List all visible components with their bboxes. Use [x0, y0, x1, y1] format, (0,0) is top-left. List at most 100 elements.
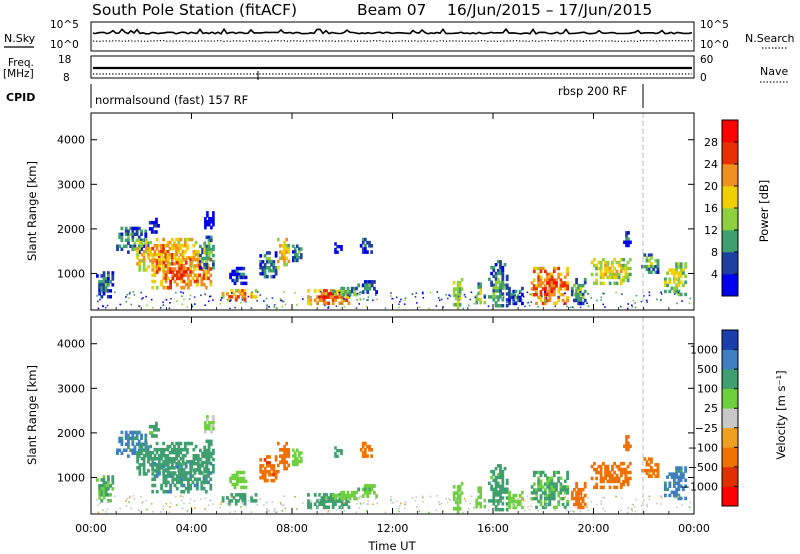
echo-cell: [205, 244, 209, 249]
echo-cell: [501, 280, 505, 284]
echo-cell: [178, 264, 181, 268]
colorbar-tick-label: −1000: [681, 480, 718, 493]
echo-cell: [281, 256, 284, 261]
scatter-speck: [160, 307, 162, 309]
echo-cell: [183, 441, 187, 446]
echo-cell: [102, 481, 106, 485]
echo-cell: [229, 476, 232, 481]
echo-cell: [107, 481, 110, 485]
echo-cell: [166, 480, 170, 485]
echo-cell: [645, 471, 649, 476]
freq-tick-bottom: 8: [63, 72, 70, 84]
scatter-speck: [265, 297, 268, 300]
echo-cell: [207, 253, 211, 258]
echo-cell: [100, 490, 104, 494]
echo-cell: [537, 488, 541, 492]
echo-cell: [166, 240, 170, 245]
echo-cell: [675, 472, 679, 476]
scatter-speck: [447, 297, 449, 300]
echo-cell: [456, 287, 460, 291]
scatter-speck: [188, 298, 191, 300]
scatter-speck: [362, 502, 365, 504]
colorbar-tick-label: 1000: [690, 344, 718, 357]
y-tick-label: 3000: [57, 382, 85, 395]
echo-cell: [177, 460, 181, 464]
echo-cell: [546, 494, 549, 498]
echo-cell: [521, 505, 524, 510]
echo-cell: [171, 267, 175, 271]
echo-cell: [499, 295, 502, 299]
echo-cell: [228, 502, 231, 506]
echo-cell: [102, 286, 106, 290]
echo-cell: [539, 479, 543, 483]
echo-cell: [263, 269, 267, 273]
echo-cell: [559, 281, 563, 285]
echo-cell: [177, 450, 181, 455]
scatter-speck: [194, 303, 196, 305]
echo-cell: [581, 499, 585, 504]
echo-cell: [555, 485, 558, 489]
echo-cell: [606, 275, 610, 280]
echo-cell: [140, 240, 144, 245]
scatter-speck: [281, 509, 284, 512]
echo-cell: [153, 257, 157, 262]
echo-cell: [508, 493, 511, 498]
echo-cell: [140, 243, 144, 248]
echo-cell: [345, 298, 349, 302]
scatter-speck: [242, 501, 244, 504]
colorbar-swatch: [722, 466, 738, 487]
echo-cell: [292, 459, 295, 464]
echo-cell: [272, 473, 276, 477]
echo-cell: [102, 493, 106, 497]
echo-cell: [153, 447, 157, 452]
echo-cell: [626, 260, 630, 265]
echo-cell: [599, 473, 603, 478]
echo-cell: [627, 231, 630, 235]
echo-cell: [336, 449, 339, 453]
echo-cell: [187, 480, 190, 485]
echo-cell: [178, 273, 181, 278]
echo-cell: [550, 476, 554, 480]
echo-cell: [178, 257, 181, 262]
scatter-speck: [521, 294, 523, 297]
echo-cell: [98, 283, 101, 287]
echo-cell: [503, 263, 507, 267]
echo-cell: [656, 463, 660, 467]
echo-cell: [182, 279, 186, 284]
echo-cell: [494, 283, 498, 287]
echo-cell: [233, 278, 237, 283]
echo-cell: [193, 468, 197, 472]
scatter-speck: [524, 305, 526, 308]
scatter-speck: [181, 499, 183, 502]
echo-cell: [160, 282, 163, 287]
echo-cell: [202, 477, 206, 482]
echo-cell: [679, 472, 683, 476]
echo-cell: [454, 491, 458, 495]
echo-cell: [535, 293, 538, 297]
echo-cell: [552, 281, 556, 285]
echo-cell: [196, 282, 199, 287]
echo-cell: [151, 285, 155, 290]
scatter-speck: [384, 511, 387, 514]
echo-cell: [368, 484, 372, 488]
echo-cell: [164, 468, 168, 472]
echo-cell: [207, 244, 211, 249]
echo-cell: [186, 237, 189, 242]
echo-cell: [178, 276, 181, 281]
echo-cell: [203, 448, 207, 453]
echo-cell: [155, 262, 159, 266]
echo-cell: [124, 436, 128, 441]
echo-cell: [164, 264, 168, 268]
echo-cell: [168, 262, 172, 266]
echo-cell: [505, 274, 509, 279]
scatter-speck: [359, 497, 361, 500]
echo-cell: [166, 471, 170, 475]
echo-cell: [162, 461, 166, 466]
scatter-speck: [544, 291, 546, 293]
echo-cell: [196, 460, 200, 464]
echo-cell: [102, 490, 106, 494]
echo-cell: [178, 267, 181, 271]
echo-cell: [180, 465, 184, 469]
scatter-speck: [325, 294, 328, 297]
scatter-speck: [587, 509, 590, 511]
